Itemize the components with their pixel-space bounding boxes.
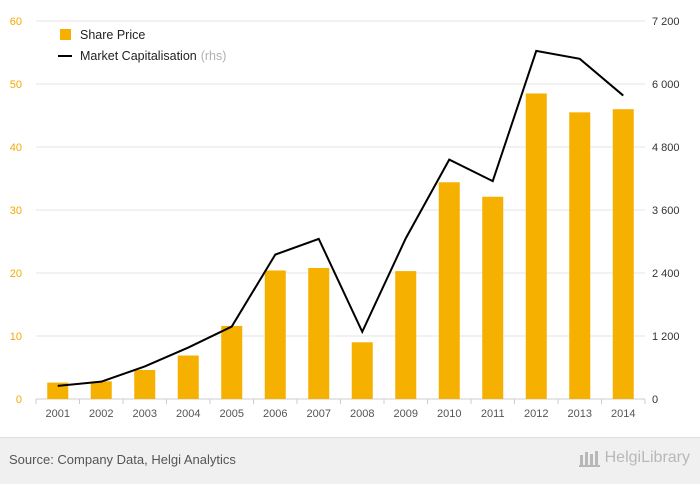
x-tick-label: 2011 bbox=[481, 408, 505, 420]
x-tick-label: 2006 bbox=[263, 408, 287, 420]
x-tick-label: 2014 bbox=[611, 408, 635, 420]
share-price-bar bbox=[90, 381, 112, 399]
legend-swatch-share-price bbox=[60, 29, 71, 40]
share-price-bar bbox=[525, 93, 547, 399]
x-tick-label: 2002 bbox=[89, 408, 113, 420]
right-tick-label: 1 200 bbox=[652, 331, 680, 343]
share-price-bars bbox=[47, 93, 634, 399]
logo-text: HelgiLibrary bbox=[604, 449, 690, 466]
footer: Source: Company Data, Helgi Analytics He… bbox=[0, 437, 700, 484]
right-tick-label: 0 bbox=[652, 394, 658, 406]
library-building-icon bbox=[578, 451, 600, 467]
left-tick-label: 50 bbox=[10, 79, 22, 91]
axes: 0 10 20 30 40 50 60 0 1 200 2 400 3 600 4 800 6 000 7… bbox=[10, 16, 680, 420]
left-tick-label: 30 bbox=[10, 205, 22, 217]
x-tick-label: 2008 bbox=[350, 408, 374, 420]
share-price-bar bbox=[177, 355, 199, 399]
x-tick-label: 2001 bbox=[46, 408, 70, 420]
share-price-bar bbox=[482, 196, 504, 399]
share-price-bar bbox=[221, 325, 243, 399]
x-tick-label: 2013 bbox=[568, 408, 592, 420]
x-tick-label: 2009 bbox=[394, 408, 418, 420]
legend-label-market-cap: Market Capitalisation (rhs) bbox=[80, 49, 226, 63]
combo-chart: 0 10 20 30 40 50 60 0 1 200 2 400 3 600 4 800 6 000 7… bbox=[10, 16, 680, 420]
helgi-library-logo[interactable]: HelgiLibrary bbox=[578, 449, 690, 467]
market-cap-line bbox=[57, 49, 624, 387]
x-tick-label: 2003 bbox=[133, 408, 157, 420]
left-tick-label: 10 bbox=[10, 331, 22, 343]
market-cap-series-line bbox=[57, 49, 624, 387]
right-tick-label: 4 800 bbox=[652, 142, 680, 154]
x-tick-label: 2007 bbox=[307, 408, 331, 420]
share-price-bar bbox=[47, 382, 69, 399]
share-price-bar bbox=[395, 271, 417, 399]
x-tick-label: 2005 bbox=[220, 408, 244, 420]
right-tick-label: 6 000 bbox=[652, 79, 680, 91]
share-price-bar bbox=[308, 267, 330, 399]
right-tick-label: 2 400 bbox=[652, 268, 680, 280]
share-price-bar bbox=[612, 109, 634, 399]
x-tick-label: 2004 bbox=[176, 408, 200, 420]
source-text: Source: Company Data, Helgi Analytics bbox=[9, 452, 236, 467]
share-price-bar bbox=[264, 270, 286, 399]
share-price-bar bbox=[134, 370, 156, 399]
x-tick-label: 2010 bbox=[437, 408, 461, 420]
right-tick-label: 3 600 bbox=[652, 205, 680, 217]
left-tick-label: 60 bbox=[10, 16, 22, 28]
right-tick-label: 7 200 bbox=[652, 16, 680, 28]
legend-label-share-price: Share Price bbox=[80, 28, 145, 42]
share-price-bar bbox=[569, 112, 591, 399]
share-price-bar bbox=[438, 182, 460, 399]
left-tick-label: 0 bbox=[16, 394, 22, 406]
left-tick-label: 20 bbox=[10, 268, 22, 280]
x-tick-label: 2012 bbox=[524, 408, 548, 420]
left-tick-label: 40 bbox=[10, 142, 22, 154]
legend: Share Price Market Capitalisation (rhs) bbox=[58, 28, 226, 63]
gridlines bbox=[36, 20, 645, 400]
share-price-bar bbox=[351, 342, 373, 399]
